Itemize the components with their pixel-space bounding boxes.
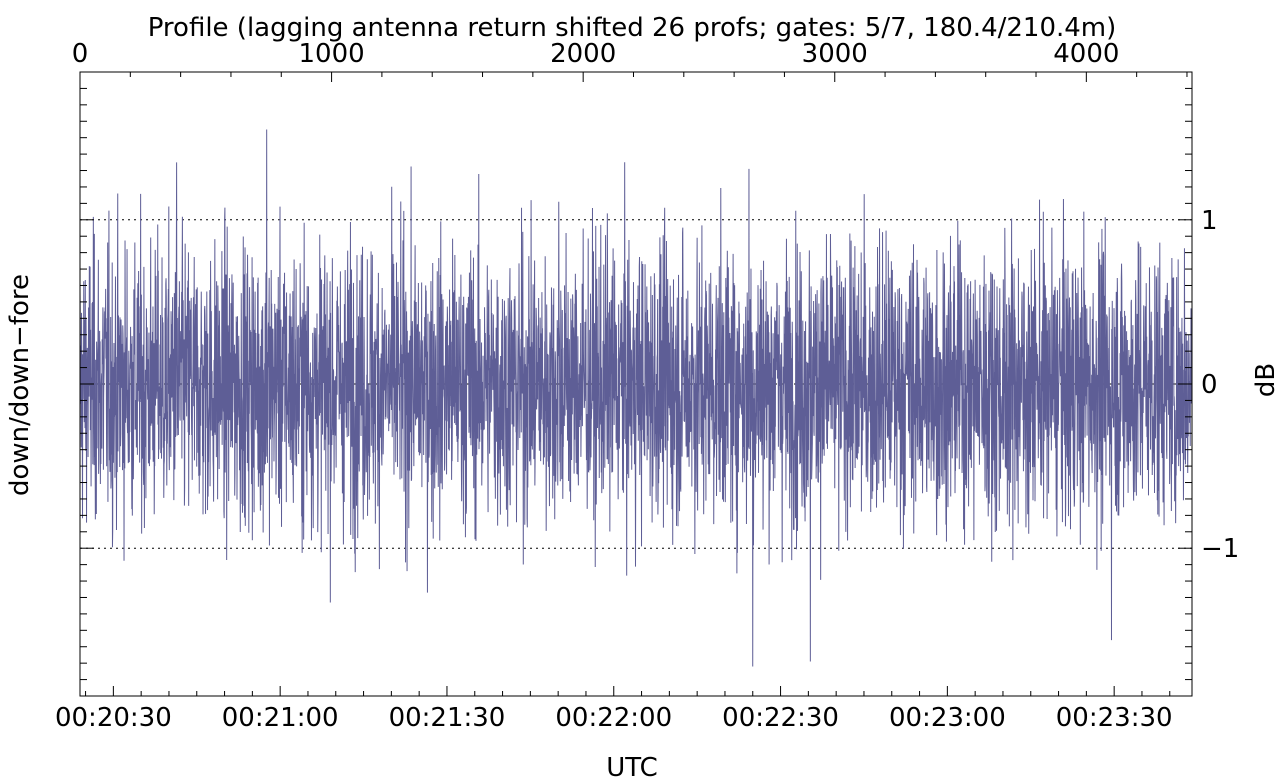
chart-title: Profile (lagging antenna return shifted … xyxy=(148,13,1117,43)
top-tick-label: 0 xyxy=(72,39,89,69)
top-tick-label: 4000 xyxy=(1053,39,1119,69)
bottom-tick-label: 00:21:00 xyxy=(222,703,339,733)
series-group xyxy=(79,129,1193,667)
top-tick-label: 2000 xyxy=(550,39,616,69)
y-axis-label-left: down/down−fore xyxy=(5,274,35,496)
top-tick-label: 1000 xyxy=(298,39,364,69)
x-axis-label: UTC xyxy=(606,753,658,780)
right-tick-label: 0 xyxy=(1201,370,1218,400)
bottom-tick-label: 00:23:00 xyxy=(889,703,1006,733)
series-line xyxy=(79,129,1193,667)
right-tick-label: −1 xyxy=(1201,534,1239,564)
bottom-tick-label: 00:23:30 xyxy=(1056,703,1173,733)
top-tick-label: 3000 xyxy=(802,39,868,69)
axis-ticks xyxy=(79,71,1192,697)
bottom-tick-label: 00:21:30 xyxy=(389,703,506,733)
bottom-tick-label: 00:20:30 xyxy=(55,703,172,733)
bottom-tick-label: 00:22:30 xyxy=(722,703,839,733)
tick-labels: 0 1000 2000 3000 4000 00:20:30 00:21:00 00:21:3… xyxy=(55,39,1239,733)
y-axis-label-right: dB xyxy=(1251,363,1281,397)
right-tick-label: 1 xyxy=(1201,206,1218,236)
bottom-tick-label: 00:22:00 xyxy=(555,703,672,733)
